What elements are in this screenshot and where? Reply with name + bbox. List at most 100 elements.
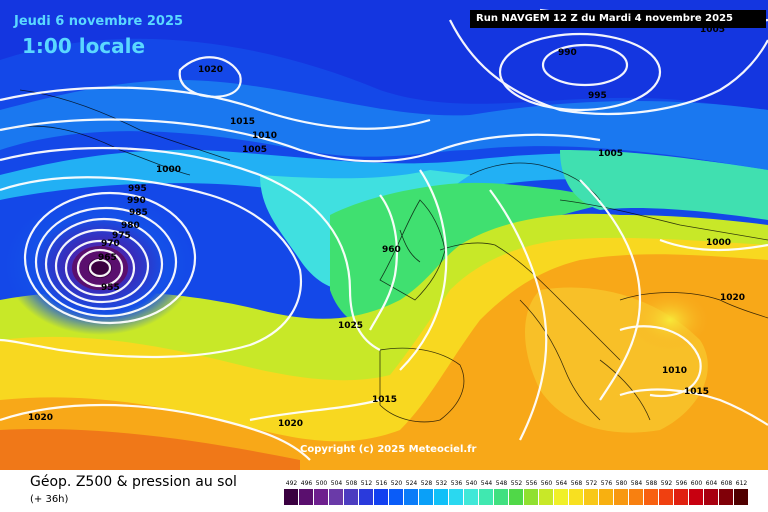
legend-swatch xyxy=(644,489,658,505)
legend-swatch xyxy=(734,489,748,505)
legend-tick-label: 560 xyxy=(541,480,553,487)
legend-swatch xyxy=(404,489,418,505)
legend-tick-label: 588 xyxy=(646,480,658,487)
isobars xyxy=(0,8,768,461)
legend-swatch xyxy=(299,489,313,505)
isobar-label: 995 xyxy=(128,184,147,194)
map-canvas: 1020 990 1005 995 1015 1010 1005 1000 1005 995 990… xyxy=(0,0,768,470)
legend-swatch xyxy=(689,489,703,505)
legend-swatch xyxy=(524,489,538,505)
isobar-label: 1015 xyxy=(230,117,255,127)
legend-tick-label: 500 xyxy=(316,480,328,487)
legend-swatch xyxy=(569,489,583,505)
legend-tick-label: 548 xyxy=(496,480,508,487)
geopotential-field xyxy=(0,0,768,470)
legend-tick-label: 532 xyxy=(436,480,448,487)
legend-tick-label: 540 xyxy=(466,480,478,487)
legend-tick-label: 528 xyxy=(421,480,433,487)
isobar-label: 965 xyxy=(98,253,117,263)
legend-swatch xyxy=(329,489,343,505)
legend-tick-label: 600 xyxy=(691,480,703,487)
isobar-label: 1010 xyxy=(662,366,687,376)
isobar-label: 975 xyxy=(112,231,131,241)
legend-tick-label: 596 xyxy=(676,480,688,487)
legend-tick-label: 544 xyxy=(481,480,493,487)
isobar-label: 1025 xyxy=(338,321,363,331)
isobar-label: 1020 xyxy=(278,419,303,429)
legend-swatch xyxy=(359,489,373,505)
legend-tick-label: 504 xyxy=(331,480,343,487)
isobar-label: 1015 xyxy=(372,395,397,405)
isobar-label: 990 xyxy=(558,48,577,58)
legend-tick-label: 608 xyxy=(721,480,733,487)
legend-swatch xyxy=(539,489,553,505)
legend-swatch xyxy=(344,489,358,505)
isobar-label: 1010 xyxy=(252,131,277,141)
legend-title: Géop. Z500 & pression au sol xyxy=(30,474,237,490)
legend-tick-label: 496 xyxy=(301,480,313,487)
isobar-label: 1015 xyxy=(684,387,709,397)
legend-subtitle: (+ 36h) xyxy=(30,494,69,505)
legend-swatch xyxy=(674,489,688,505)
legend-tick-label: 612 xyxy=(736,480,748,487)
legend-swatch xyxy=(449,489,463,505)
legend-swatch xyxy=(494,489,508,505)
isobar-label: 1000 xyxy=(156,165,181,175)
isobar-label: 960 xyxy=(382,245,401,255)
isobar-label: 1020 xyxy=(198,65,223,75)
isobar-label: 995 xyxy=(588,91,607,101)
legend-tick-label: 576 xyxy=(601,480,613,487)
legend-swatch xyxy=(419,489,433,505)
isobar-label: 1020 xyxy=(28,413,53,423)
legend-tick-label: 556 xyxy=(526,480,538,487)
isobar-label: 955 xyxy=(101,283,120,293)
legend-swatch xyxy=(554,489,568,505)
legend-swatch xyxy=(629,489,643,505)
legend-tick-label: 564 xyxy=(556,480,568,487)
isobar-label: 970 xyxy=(101,239,120,249)
legend-tick-label: 524 xyxy=(406,480,418,487)
legend-swatch xyxy=(659,489,673,505)
legend-swatch xyxy=(584,489,598,505)
isobar-label: 980 xyxy=(121,221,140,231)
legend-swatch xyxy=(434,489,448,505)
legend-tick-label: 592 xyxy=(661,480,673,487)
forecast-date: Jeudi 6 novembre 2025 xyxy=(14,14,184,29)
legend-tick-label: 492 xyxy=(286,480,298,487)
legend-swatch xyxy=(614,489,628,505)
isobar-label: 1020 xyxy=(720,293,745,303)
isobar-label: 1005 xyxy=(598,149,623,159)
legend-tick-label: 580 xyxy=(616,480,628,487)
legend-tick-label: 512 xyxy=(361,480,373,487)
legend-swatch xyxy=(284,489,298,505)
legend-swatch xyxy=(464,489,478,505)
legend-tick-label: 604 xyxy=(706,480,718,487)
legend-swatch xyxy=(314,489,328,505)
isobar-label: 1005 xyxy=(242,145,267,155)
legend-color-scale: 492 496 500 504 508 512 516 520 524 528 532 536 540 5… xyxy=(284,480,748,505)
legend-swatch xyxy=(719,489,733,505)
model-run-info: Run NAVGEM 12 Z du Mardi 4 novembre 2025 xyxy=(470,10,766,28)
legend-tick-label: 536 xyxy=(451,480,463,487)
legend-swatch xyxy=(374,489,388,505)
legend-tick-label: 552 xyxy=(511,480,523,487)
legend-tick-label: 572 xyxy=(586,480,598,487)
legend-tick-label: 568 xyxy=(571,480,583,487)
isobar-label: 1000 xyxy=(706,238,731,248)
copyright-notice: Copyright (c) 2025 Meteociel.fr xyxy=(300,444,477,455)
legend-swatch xyxy=(509,489,523,505)
legend-tick-label: 508 xyxy=(346,480,358,487)
legend-swatch xyxy=(599,489,613,505)
forecast-local-time: 1:00 locale xyxy=(22,34,146,58)
legend-swatch xyxy=(704,489,718,505)
isobar-label: 1005 xyxy=(700,25,725,35)
legend-tick-label: 516 xyxy=(376,480,388,487)
legend-tick-label: 520 xyxy=(391,480,403,487)
isobar-label: 990 xyxy=(127,196,146,206)
legend-tick-label: 584 xyxy=(631,480,643,487)
legend-swatch xyxy=(389,489,403,505)
isobar-label: 985 xyxy=(129,208,148,218)
isobar-labels: 1020 990 1005 995 1015 1010 1005 1000 1005 995 990… xyxy=(28,25,745,429)
legend-swatch xyxy=(479,489,493,505)
